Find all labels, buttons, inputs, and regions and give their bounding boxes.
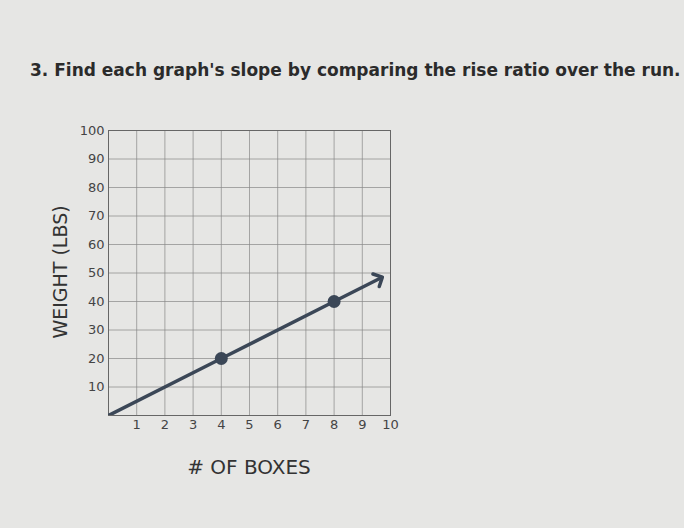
svg-text:60: 60 <box>88 237 105 252</box>
svg-text:7: 7 <box>302 417 310 432</box>
svg-text:1: 1 <box>133 417 141 432</box>
svg-text:5: 5 <box>245 417 253 432</box>
svg-text:80: 80 <box>88 180 105 195</box>
html-text:WEIGHT (LBS): WEIGHT (LBS) <box>49 205 71 339</box>
svg-text:30: 30 <box>88 322 105 337</box>
svg-text:10: 10 <box>88 379 105 394</box>
html-text:# OF BOXES: # OF BOXES <box>187 455 311 479</box>
svg-text:100: 100 <box>80 123 105 138</box>
svg-text:20: 20 <box>88 351 105 366</box>
svg-text:6: 6 <box>274 417 282 432</box>
svg-text:2: 2 <box>161 417 169 432</box>
svg-text:70: 70 <box>88 208 105 223</box>
svg-text:50: 50 <box>88 265 105 280</box>
svg-text:9: 9 <box>358 417 366 432</box>
html-text:3. Find each graph's slope by: 3. Find each graph's slope by comparing … <box>30 60 681 80</box>
svg-text:8: 8 <box>330 417 338 432</box>
svg-text:90: 90 <box>88 151 105 166</box>
svg-text:10: 10 <box>382 417 399 432</box>
svg-text:40: 40 <box>88 294 105 309</box>
svg-text:4: 4 <box>217 417 225 432</box>
svg-text:3: 3 <box>189 417 197 432</box>
